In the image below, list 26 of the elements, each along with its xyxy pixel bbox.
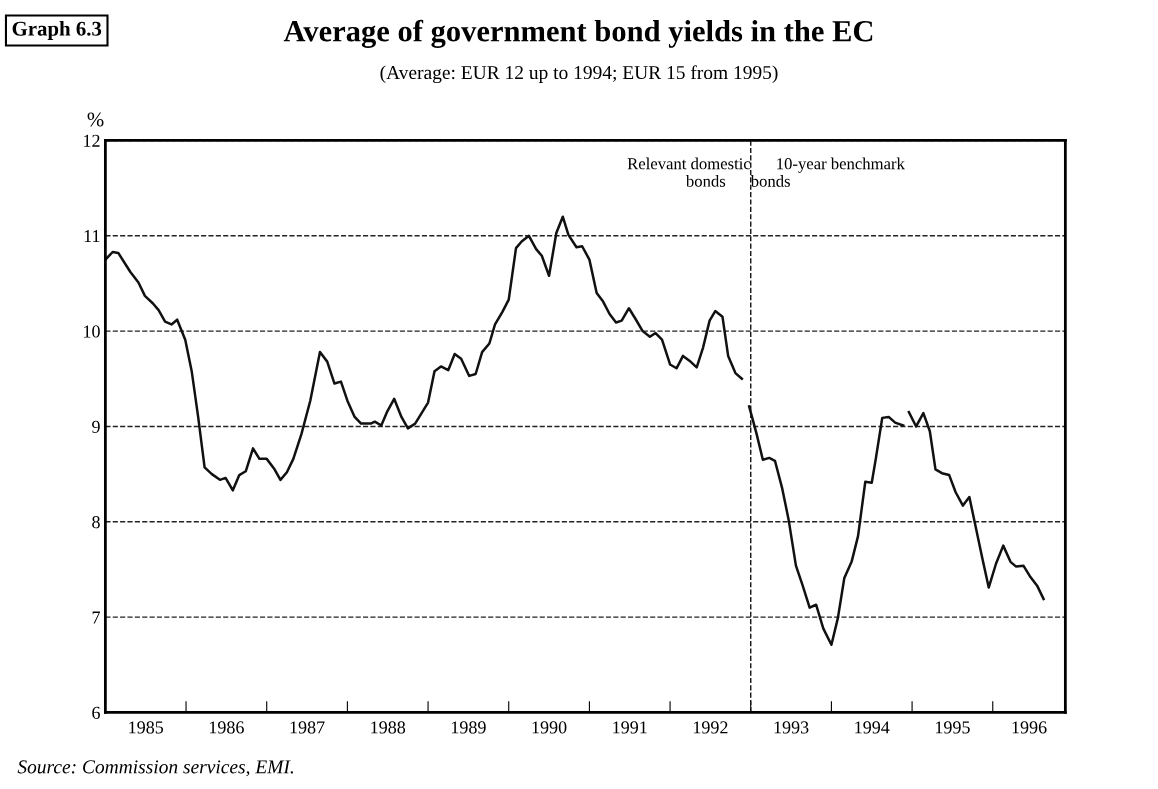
x-tick-label: 1990 xyxy=(532,721,567,734)
x-tick-label: 1988 xyxy=(371,721,406,734)
chart-title: Average of government bond yields in the EC xyxy=(283,19,873,48)
source-note: Source: Commission services, EMI. xyxy=(17,760,293,777)
y-tick-label: 11 xyxy=(84,230,100,243)
x-tick-label: 1993 xyxy=(774,721,809,734)
x-tick-label: 1989 xyxy=(451,721,486,734)
annotation: Relevant domestic bonds xyxy=(627,157,751,187)
x-tick-label: 1996 xyxy=(1012,721,1047,734)
annotation: 10-year benchmark bonds xyxy=(750,157,905,187)
x-tick-label: 1992 xyxy=(693,721,728,734)
y-tick-label: 8 xyxy=(92,516,100,529)
x-tick-label: 1991 xyxy=(613,721,647,734)
y-tick-label: 7 xyxy=(92,611,100,624)
x-tick-label: 1987 xyxy=(290,721,325,734)
chart-subtitle: (Average: EUR 12 up to 1994; EUR 15 from 1995) xyxy=(380,65,778,84)
y-tick-label: 10 xyxy=(84,325,100,338)
x-tick-label: 1994 xyxy=(855,721,890,734)
y-axis-title: % xyxy=(87,112,104,127)
y-tick-label: 12 xyxy=(84,134,100,147)
x-tick-label: 1995 xyxy=(935,721,970,734)
x-tick-label: 1985 xyxy=(129,721,164,734)
caption: Graph 6.3 xyxy=(12,21,102,40)
x-tick-label: 1986 xyxy=(209,721,244,734)
y-tick-label: 9 xyxy=(92,420,100,433)
y-tick-label: 6 xyxy=(92,706,100,719)
